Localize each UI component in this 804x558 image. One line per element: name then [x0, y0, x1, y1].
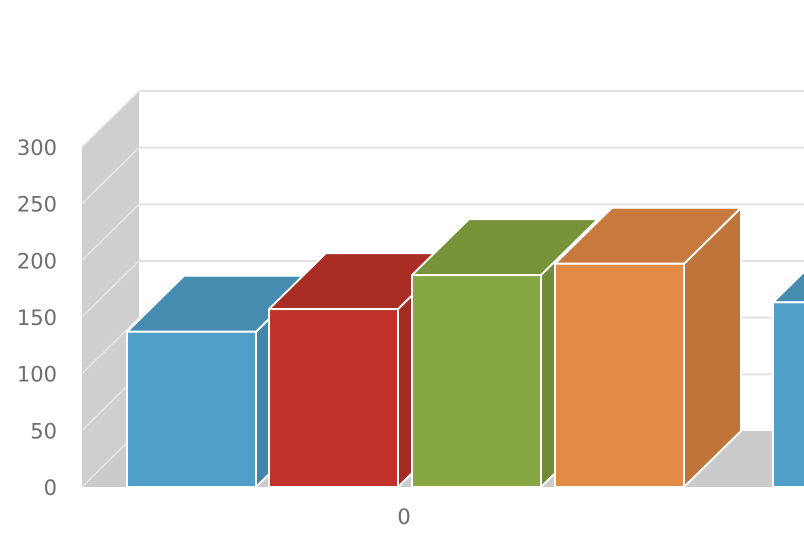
y-tick-label: 0 — [44, 476, 57, 500]
y-tick-label: 100 — [17, 363, 57, 387]
bar — [772, 270, 804, 488]
gridline-side — [81, 203, 140, 261]
y-tick-label: 300 — [17, 136, 57, 160]
bar-front — [772, 301, 804, 488]
gridline-side — [81, 90, 140, 148]
bars-group — [126, 206, 804, 489]
y-tick-label: 250 — [17, 193, 57, 217]
gridline-side — [81, 147, 140, 205]
y-tick-label: 200 — [17, 249, 57, 273]
x-category-label: 0 — [397, 505, 410, 529]
gridline-side — [81, 260, 140, 318]
bar-front — [126, 330, 257, 488]
bar-front — [554, 262, 685, 488]
x-axis: 0 — [397, 505, 410, 529]
y-axis: 0 50 100 150 200 250 300 — [17, 136, 57, 500]
bar-front — [411, 274, 542, 489]
y-tick-label: 50 — [30, 419, 57, 443]
bar-top — [772, 270, 804, 304]
bar — [554, 206, 742, 488]
bar-front — [268, 308, 399, 489]
y-tick-label: 150 — [17, 306, 57, 330]
gridline-side — [81, 317, 140, 375]
